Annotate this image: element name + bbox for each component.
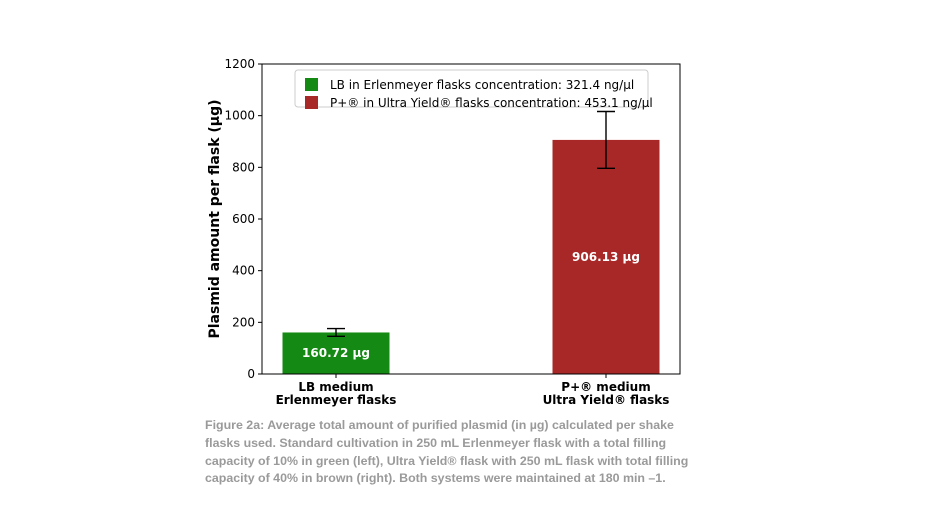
- bars-layer: [282, 139, 660, 374]
- legend-swatch-1: [305, 78, 318, 91]
- y-tick-label-5: 1000: [224, 109, 255, 123]
- y-tick-label-1: 200: [232, 315, 255, 329]
- error-bars-layer: [327, 110, 615, 338]
- legend: LB in Erlenmeyer flasks concentration: 3…: [294, 69, 653, 110]
- legend-box: [294, 69, 649, 108]
- x-tick-label-0-line-0: LB medium: [298, 380, 373, 394]
- y-tick-label-2: 400: [232, 264, 255, 278]
- legend-label-1: LB in Erlenmeyer flasks concentration: 3…: [330, 78, 634, 92]
- data-label-2: 906.13 µg: [572, 250, 640, 264]
- legend-label-2: P+® in Ultra Yield® flasks concentration…: [330, 96, 653, 110]
- y-tick-label-3: 600: [232, 212, 255, 226]
- y-tick-label-6: 1200: [224, 57, 255, 71]
- x-tick-label-0-line-1: Erlenmeyer flasks: [276, 393, 397, 407]
- data-label-1: 160.72 µg: [302, 346, 370, 360]
- x-tick-label-1-line-0: P+® medium: [561, 380, 650, 394]
- legend-swatch-2: [305, 96, 318, 109]
- data-labels-layer: 160.72 µg 906.13 µg: [302, 250, 640, 360]
- x-tick-label-1-line-1: Ultra Yield® flasks: [543, 393, 670, 407]
- y-tick-label-0: 0: [247, 367, 255, 381]
- bar-1: [282, 332, 390, 374]
- figure-caption: Figure 2a: Average total amount of purif…: [205, 418, 689, 486]
- bar-2: [552, 139, 660, 374]
- axes-layer: 0 200 400 600 800 1000 1200 LB mediumErlenmeyer…: [224, 57, 681, 407]
- y-axis-title: Plasmid amount per flask (µg): [207, 99, 223, 338]
- y-tick-label-4: 800: [232, 160, 255, 174]
